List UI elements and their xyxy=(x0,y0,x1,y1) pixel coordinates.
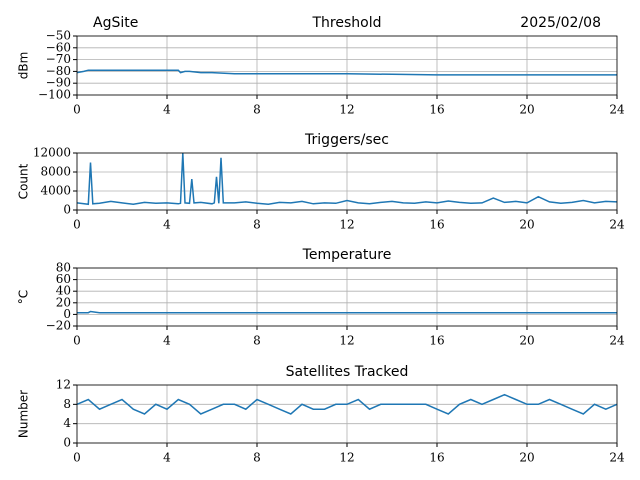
x-tick-label: 12 xyxy=(339,334,354,348)
x-tick-label: 24 xyxy=(609,451,625,465)
x-tick-label: 20 xyxy=(519,334,534,348)
y-tick-label: −20 xyxy=(46,319,71,333)
y-tick-label: 12 xyxy=(56,378,71,392)
y-tick-label: −60 xyxy=(46,40,71,54)
y-tick-label: 80 xyxy=(56,261,71,275)
panel-title: Triggers/sec xyxy=(304,132,389,148)
axes-frame xyxy=(76,35,618,96)
x-tick-label: 24 xyxy=(609,103,625,117)
y-tick-label: 8000 xyxy=(40,165,71,179)
site-label: AgSite xyxy=(93,15,138,31)
x-tick-label: 4 xyxy=(163,451,171,465)
x-tick-label: 20 xyxy=(519,218,534,232)
y-axis-label: Number xyxy=(17,390,31,438)
panel-title: Satellites Tracked xyxy=(286,364,409,380)
x-tick-label: 12 xyxy=(339,218,354,232)
y-tick-label: 0 xyxy=(63,436,71,450)
x-tick-label: 20 xyxy=(519,103,534,117)
data-line xyxy=(77,310,617,314)
data-line xyxy=(76,393,618,415)
panel-title: Threshold xyxy=(312,15,382,31)
x-tick-label: 8 xyxy=(253,218,261,232)
x-tick-label: 12 xyxy=(339,103,354,117)
data-line xyxy=(76,152,618,206)
y-tick-label: −100 xyxy=(38,88,71,102)
x-tick-label: 12 xyxy=(339,451,354,465)
y-tick-label: −80 xyxy=(46,64,71,78)
axes-frame xyxy=(76,267,618,327)
x-tick-label: 16 xyxy=(429,103,444,117)
y-tick-label: 40 xyxy=(56,284,71,298)
panel-title: Temperature xyxy=(302,247,392,263)
x-tick-label: 24 xyxy=(609,334,625,348)
x-tick-label: 4 xyxy=(163,218,171,232)
data-line xyxy=(76,69,617,76)
x-tick-label: 24 xyxy=(609,218,625,232)
y-axis-label: Count xyxy=(17,163,31,199)
date-label: 2025/02/08 xyxy=(520,15,601,31)
x-tick-label: 0 xyxy=(73,218,81,232)
axes-frame xyxy=(76,384,618,444)
x-tick-label: 16 xyxy=(429,451,444,465)
x-tick-label: 0 xyxy=(73,103,81,117)
x-tick-label: 8 xyxy=(253,334,261,348)
x-tick-label: 16 xyxy=(429,334,444,348)
x-tick-label: 4 xyxy=(163,334,171,348)
x-tick-label: 0 xyxy=(73,334,81,348)
y-tick-label: −50 xyxy=(46,29,71,43)
x-tick-label: 8 xyxy=(253,103,261,117)
x-tick-label: 16 xyxy=(429,218,444,232)
x-tick-label: 4 xyxy=(163,103,171,117)
y-tick-label: 20 xyxy=(56,295,71,309)
y-axis-label: dBm xyxy=(17,52,31,80)
y-axis-label: °C xyxy=(17,290,31,304)
y-tick-label: 4 xyxy=(63,416,71,430)
y-tick-label: 4000 xyxy=(40,184,71,198)
x-tick-label: 20 xyxy=(519,451,534,465)
y-tick-label: 12000 xyxy=(33,146,71,160)
y-tick-label: 0 xyxy=(63,307,71,321)
y-tick-label: 60 xyxy=(56,272,71,286)
y-tick-label: 8 xyxy=(63,397,71,411)
x-tick-label: 0 xyxy=(73,451,81,465)
axes-frame xyxy=(76,152,618,211)
y-tick-label: 0 xyxy=(63,203,71,217)
y-tick-label: −70 xyxy=(46,52,71,66)
y-tick-label: −90 xyxy=(46,76,71,90)
x-tick-label: 8 xyxy=(253,451,261,465)
